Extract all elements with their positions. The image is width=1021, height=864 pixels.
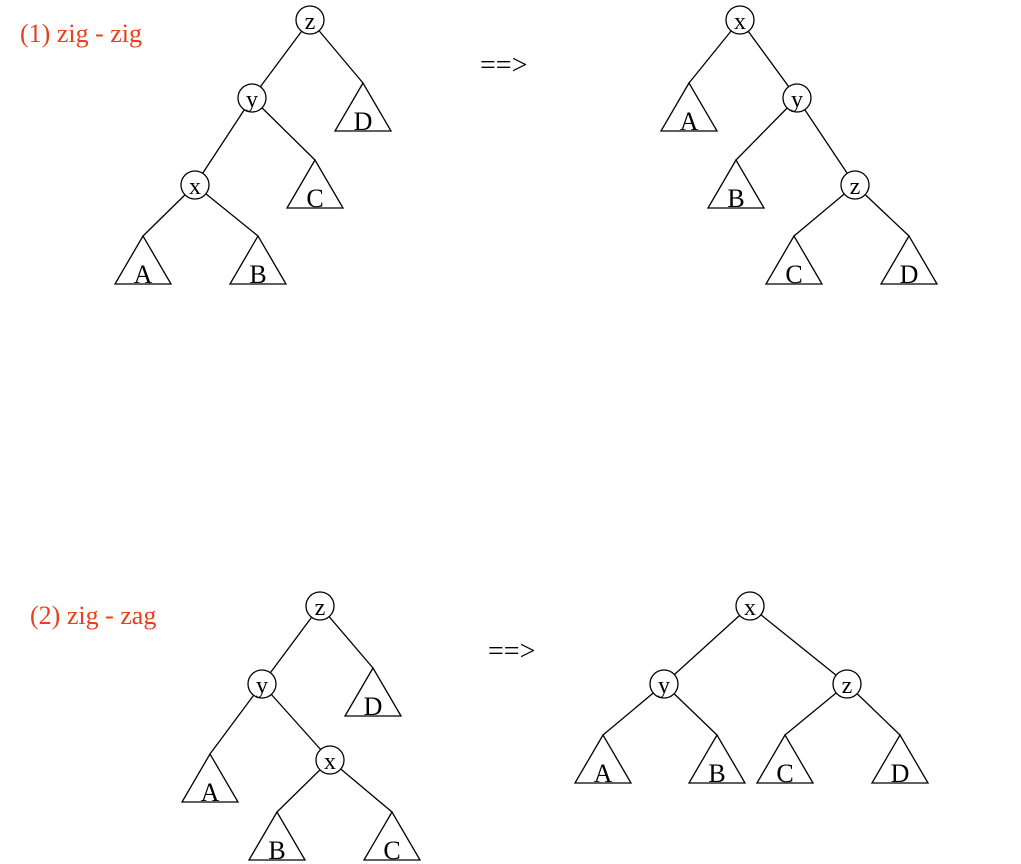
tree-node [649,669,679,699]
zig-zag-arrow: ==> [488,636,535,667]
zig-zag-before-tree: z y x A B C D [180,591,422,864]
tree-node [735,591,765,621]
subtree-triangle [343,666,403,717]
tree-node [305,591,335,621]
tree-edge [739,19,798,99]
subtree-label-b: B [249,260,266,289]
tree-edge [796,97,856,186]
subtree-triangle [755,733,815,784]
tree-edge [251,97,316,161]
subtree-label-d: D [900,260,919,289]
node-label-y: y [256,673,268,699]
node-label-z: z [305,9,316,35]
tree-edge [194,97,253,186]
tree-node [782,83,812,113]
tree-node [247,669,277,699]
subtree-triangle [333,81,393,132]
subtree-triangle [362,810,422,861]
node-label-z: z [850,174,861,200]
subtree-triangle [228,234,288,285]
tree-node [237,83,267,113]
tree-edge [251,19,311,99]
tree-edge [261,605,321,685]
subtree-label-b: B [708,759,725,788]
tree-node [725,5,755,35]
node-label-y: y [791,87,803,113]
zig-zig-arrow: ==> [480,50,527,81]
subtree-triangle [247,810,307,861]
subtree-label-a: A [594,759,613,788]
subtree-triangle [879,234,939,285]
subtree-label-a: A [201,778,220,807]
subtree-label-b: B [268,836,285,864]
subtree-label-c: C [306,184,323,213]
node-label-z: z [842,673,853,699]
subtree-label-b: B [727,184,744,213]
subtree-triangle [870,733,930,784]
subtree-triangle [687,733,747,784]
tree-node [840,170,870,200]
subtree-label-c: C [785,260,802,289]
tree-edge [261,683,331,761]
zig-zig-after-tree: x y z A B C D [659,5,939,289]
node-label-x: x [324,749,336,775]
tree-node [295,5,325,35]
tree-edge [663,605,751,685]
node-label-x: x [744,595,756,621]
zig-zag-title: (2) zig - zag [30,601,156,630]
subtree-label-d: D [364,692,383,721]
node-label-x: x [189,174,201,200]
subtree-label-c: C [383,836,400,864]
subtree-triangle [706,158,766,209]
subtree-triangle [573,733,633,784]
subtree-label-d: D [354,107,373,136]
subtree-triangle [285,158,345,209]
subtree-triangle [764,234,824,285]
subtree-triangle [659,81,719,132]
node-label-z: z [315,595,326,621]
tree-node [315,745,345,775]
subtree-label-a: A [134,260,153,289]
zig-zag-after-tree: x y z A B C D [573,591,930,788]
subtree-label-d: D [891,759,910,788]
subtree-triangle [180,752,240,803]
subtree-label-c: C [776,759,793,788]
subtree-label-a: A [680,107,699,136]
tree-node [180,170,210,200]
tree-edge [749,605,848,685]
node-label-x: x [734,9,746,35]
zig-zig-title: (1) zig - zig [20,19,142,48]
zig-zig-before-tree: z y x A B C D [113,5,393,289]
node-label-y: y [246,87,258,113]
subtree-triangle [113,234,173,285]
node-label-y: y [658,673,670,699]
tree-node [832,669,862,699]
